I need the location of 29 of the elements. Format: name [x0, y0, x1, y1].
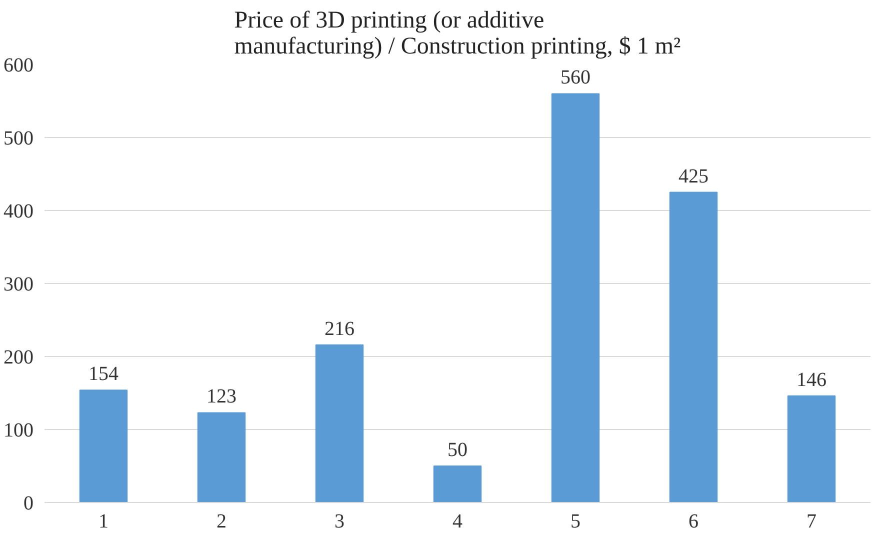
- y-tick-label: 400: [4, 200, 34, 222]
- x-tick-label: 2: [216, 510, 226, 532]
- x-tick-label: 6: [688, 510, 698, 532]
- data-label: 216: [324, 318, 354, 340]
- y-tick-label: 600: [4, 54, 34, 76]
- bar: [787, 395, 836, 502]
- bar: [433, 466, 482, 502]
- bar: [79, 390, 128, 502]
- y-tick-label: 500: [4, 128, 34, 150]
- x-tick-label: 7: [806, 510, 816, 532]
- y-tick-label: 300: [4, 274, 34, 296]
- data-label: 425: [678, 165, 708, 188]
- bar: [669, 192, 718, 502]
- x-tick-label: 4: [452, 510, 462, 532]
- data-label: 146: [796, 368, 826, 391]
- data-label: 123: [206, 386, 236, 408]
- y-tick-label: 200: [4, 346, 34, 368]
- x-tick-label: 1: [98, 510, 108, 532]
- bar: [315, 344, 364, 502]
- data-label: 560: [560, 66, 590, 89]
- chart-title: Price of 3D printing (or additive manufacturing) / Construction printing, $ 1 m²: [234, 8, 681, 60]
- data-label: 154: [88, 363, 118, 386]
- x-tick-label: 3: [334, 510, 344, 532]
- y-tick-label: 100: [4, 420, 34, 442]
- x-tick-label: 5: [570, 510, 580, 532]
- y-tick-label: 0: [24, 492, 34, 514]
- data-label: 50: [448, 439, 468, 461]
- bar: [551, 93, 600, 502]
- bar: [197, 412, 246, 502]
